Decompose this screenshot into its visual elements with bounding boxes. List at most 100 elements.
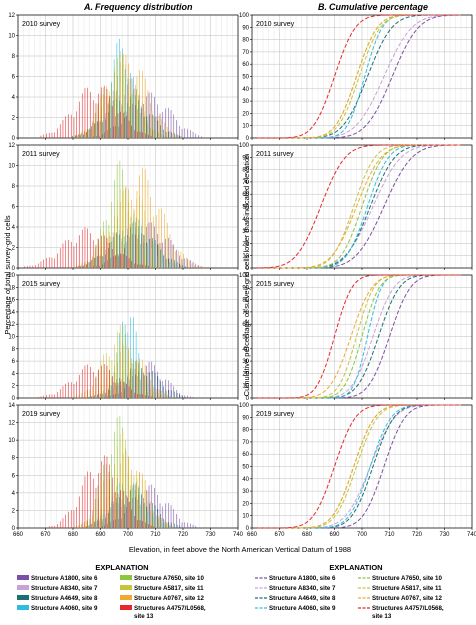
panel-a-label: A. [83, 2, 93, 12]
cum-xtick-label: 670 [274, 532, 285, 538]
cum-ytick-label: 10 [242, 514, 249, 520]
legend-swatch [120, 595, 132, 600]
freq-year-label: 2015 survey [22, 281, 61, 288]
freq-xtick-label: 710 [150, 532, 161, 538]
cum-xtick-label: 740 [467, 532, 476, 538]
legend-entry: Structure A8340, site 7 [31, 585, 98, 592]
legend-entry: Structure A8340, site 7 [269, 585, 336, 592]
cum-year-label: 2015 survey [256, 281, 295, 288]
cum-xtick-label: 710 [384, 532, 395, 538]
cum-ytick-label: 0 [246, 266, 250, 272]
freq-bars [48, 416, 197, 528]
freq-ytick-label: 10 [8, 335, 15, 341]
cum-ytick-label: 10 [242, 254, 249, 260]
freq-ytick-label: 6 [12, 359, 16, 365]
legend-swatch [120, 605, 132, 610]
cum-xtick-label: 720 [412, 532, 423, 538]
cumulative-row-4: 0 10 20 30 40 50 60 70 80 90 100 660 670 680 690 700 710… [239, 403, 476, 538]
cum-grid [251, 274, 473, 399]
cumulative-row-2: 0 10 20 30 40 50 60 70 80 90 100 2011 survey [239, 143, 473, 272]
legend-entry: Structure A7650, site 10 [134, 575, 204, 582]
panel-b-label: B. [318, 2, 327, 12]
cum-ytick-label: 70 [242, 180, 249, 186]
freq-ytick-label: 4 [12, 225, 16, 231]
cum-ytick-label: 60 [242, 192, 249, 198]
legend-swatch [120, 575, 132, 580]
cum-ytick-label: 80 [242, 38, 249, 44]
cum-ytick-label: 70 [242, 310, 249, 316]
freq-ytick-label: 2 [12, 384, 16, 390]
freq-ytick-label: 10 [8, 34, 15, 40]
cum-line [257, 274, 461, 399]
freq-ytick-label: 6 [12, 205, 16, 211]
cum-xtick-label: 690 [329, 532, 340, 538]
freq-ytick-label: 12 [8, 143, 15, 149]
freq-ytick-label: 20 [8, 273, 15, 279]
legend-entry: Structure A0767, site 12 [134, 595, 204, 602]
freq-ytick-label: 0 [12, 526, 16, 532]
panel-a-title: Frequency distribution [95, 2, 193, 12]
cum-ytick-label: 30 [242, 99, 249, 105]
freq-ytick-label: 8 [12, 184, 16, 190]
frequency-row-2: 0 2 4 6 8 10 12 2011 survey [8, 143, 239, 272]
cum-ytick-label: 40 [242, 477, 249, 483]
legend-entry: Structure A5817, site 11 [372, 585, 442, 592]
cum-ytick-label: 50 [242, 75, 249, 81]
cum-year-label: 2010 survey [256, 21, 295, 28]
freq-ytick-label: 12 [8, 13, 15, 19]
freq-xtick-label: 730 [205, 532, 216, 538]
freq-xtick-label: 670 [40, 532, 51, 538]
freq-bars [37, 317, 194, 398]
freq-ytick-label: 2 [12, 116, 16, 122]
cum-ytick-label: 20 [242, 371, 249, 377]
cum-ytick-label: 0 [246, 136, 250, 142]
freq-xtick-label: 690 [95, 532, 106, 538]
cum-ytick-label: 20 [242, 111, 249, 117]
freq-ytick-label: 10 [8, 438, 15, 444]
legend-entry: Structures A4757/L0568, [372, 605, 444, 612]
cum-ytick-label: 80 [242, 428, 249, 434]
cum-ytick-label: 50 [242, 335, 249, 341]
legend-right: Structure A1800, site 6 Structure A7650, … [255, 575, 444, 620]
cum-ytick-label: 100 [239, 13, 250, 19]
cum-ytick-label: 100 [239, 273, 250, 279]
legend-entry: Structure A1800, site 6 [31, 575, 98, 582]
legend-swatch [17, 575, 29, 580]
legend-swatch [17, 585, 29, 590]
cum-xtick-label: 700 [357, 532, 368, 538]
legend-entry: Structure A5817, site 11 [134, 585, 204, 592]
cum-ytick-label: 50 [242, 465, 249, 471]
cum-xtick-label: 660 [247, 532, 258, 538]
freq-ytick-label: 6 [12, 75, 16, 81]
freq-ytick-label: 2 [12, 508, 16, 514]
cum-ytick-label: 60 [242, 452, 249, 458]
legend-entry: Structure A7650, site 10 [372, 575, 442, 582]
cum-ytick-label: 50 [242, 205, 249, 211]
cum-ytick-label: 30 [242, 489, 249, 495]
freq-ytick-label: 8 [12, 54, 16, 60]
freq-xtick-label: 720 [178, 532, 189, 538]
cumulative-row-1: 0 10 20 30 40 50 60 70 80 90 100 2010 survey [239, 13, 473, 142]
cum-ytick-label: 10 [242, 384, 249, 390]
cum-ytick-label: 70 [242, 440, 249, 446]
cum-ytick-label: 30 [242, 359, 249, 365]
legend-entry: Structures A4757/L0568, [134, 605, 206, 612]
cum-grid [251, 404, 473, 529]
legend-swatch [120, 585, 132, 590]
cum-xtick-label: 680 [302, 532, 313, 538]
cum-line [257, 14, 461, 139]
cum-ytick-label: 0 [246, 396, 250, 402]
cum-line [257, 404, 461, 529]
cum-ytick-label: 90 [242, 415, 249, 421]
freq-bars [24, 160, 204, 268]
freq-ytick-label: 4 [12, 491, 16, 497]
cum-ytick-label: 90 [242, 285, 249, 291]
freq-ytick-label: 6 [12, 473, 16, 479]
cum-line [257, 144, 461, 269]
cum-grid [251, 14, 473, 139]
freq-grid [17, 14, 239, 139]
freq-ytick-label: 16 [8, 298, 15, 304]
freq-xtick-label: 660 [13, 532, 24, 538]
